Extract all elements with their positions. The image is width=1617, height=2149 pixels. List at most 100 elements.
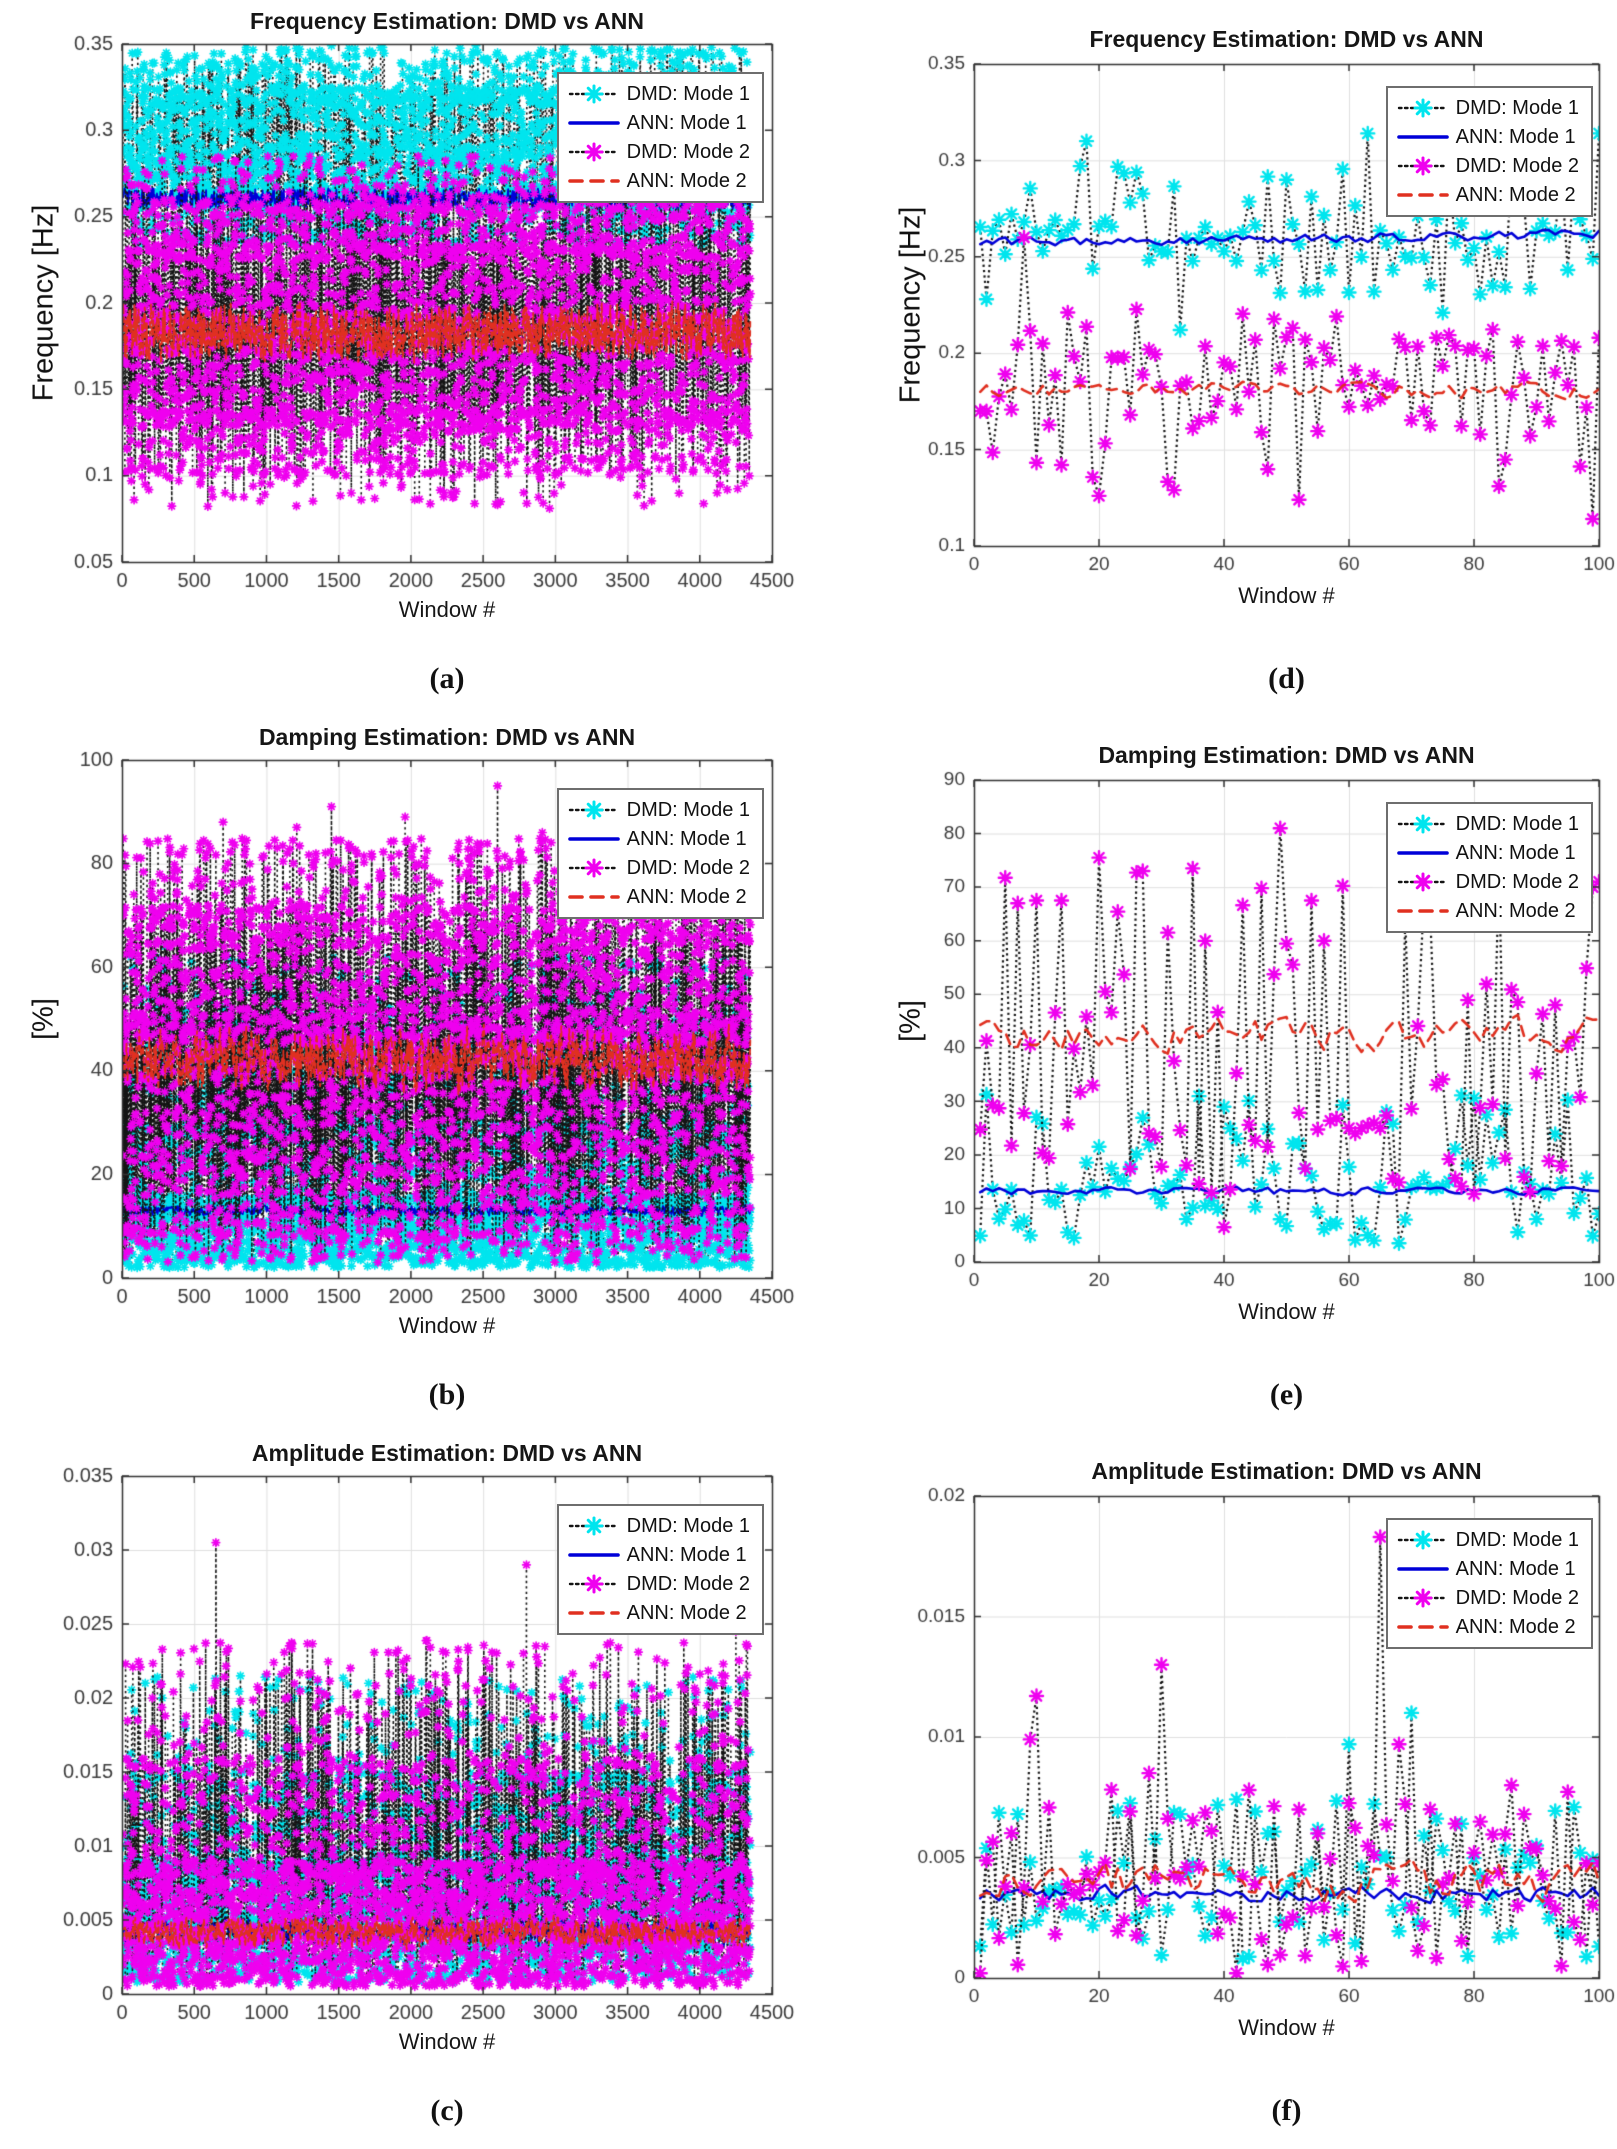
legend-label: ANN: Mode 1 bbox=[626, 112, 747, 134]
panel-caption: (b) bbox=[428, 1378, 466, 1411]
legend-label: DMD: Mode 2 bbox=[626, 1573, 750, 1595]
panel-a: Frequency Estimation: DMD vs ANN Frequen… bbox=[0, 0, 808, 716]
panel-caption: (c) bbox=[430, 2094, 464, 2127]
x-axis-label: Window # bbox=[1238, 583, 1335, 608]
dotted-magenta-asterisk-icon bbox=[1397, 156, 1448, 176]
dotted-magenta-asterisk-icon bbox=[1397, 872, 1448, 892]
legend-item: ANN: Mode 2 bbox=[567, 170, 750, 192]
red-dashed-line-icon bbox=[1396, 1625, 1449, 1629]
red-dashed-line-icon bbox=[567, 895, 620, 899]
chart-title: Amplitude Estimation: DMD vs ANN bbox=[1091, 1458, 1482, 1484]
legend-item: DMD: Mode 1 bbox=[568, 83, 750, 105]
legend-item: DMD: Mode 1 bbox=[568, 799, 750, 821]
legend-label: ANN: Mode 2 bbox=[1455, 184, 1576, 206]
dotted-magenta-asterisk-icon bbox=[568, 858, 619, 878]
panel-caption: (d) bbox=[1268, 662, 1305, 695]
legend-item: ANN: Mode 1 bbox=[567, 1544, 750, 1566]
legend-item: ANN: Mode 1 bbox=[567, 828, 750, 850]
legend-label: DMD: Mode 1 bbox=[1455, 97, 1579, 119]
x-axis-label: Window # bbox=[1238, 1299, 1335, 1324]
legend-item: DMD: Mode 2 bbox=[568, 141, 750, 163]
legend-item: ANN: Mode 2 bbox=[1396, 900, 1579, 922]
legend-label: ANN: Mode 1 bbox=[626, 828, 747, 850]
legend-label: DMD: Mode 2 bbox=[1455, 155, 1579, 177]
legend-label: DMD: Mode 1 bbox=[626, 1515, 750, 1537]
blue-solid-line-icon bbox=[1396, 135, 1449, 139]
legend-label: ANN: Mode 2 bbox=[626, 886, 747, 908]
y-axis-label: Frequency [Hz] bbox=[27, 204, 60, 402]
dotted-cyan-asterisk-icon bbox=[568, 84, 619, 104]
chart-title: Frequency Estimation: DMD vs ANN bbox=[249, 8, 645, 34]
dotted-cyan-asterisk-icon bbox=[1397, 98, 1448, 118]
legend-item: DMD: Mode 1 bbox=[1397, 1529, 1579, 1551]
legend-item: DMD: Mode 1 bbox=[1397, 813, 1579, 835]
blue-solid-line-icon bbox=[1396, 851, 1449, 855]
legend: DMD: Mode 1 ANN: Mode 1 DMD: Mode 2 ANN: Mo… bbox=[1385, 86, 1593, 217]
legend-label: DMD: Mode 2 bbox=[1455, 871, 1579, 893]
x-axis-label: Window # bbox=[398, 1313, 496, 1338]
legend-item: ANN: Mode 1 bbox=[1396, 842, 1579, 864]
legend-label: ANN: Mode 1 bbox=[1455, 126, 1576, 148]
legend-item: ANN: Mode 2 bbox=[567, 1602, 750, 1624]
chart-title: Amplitude Estimation: DMD vs ANN bbox=[251, 1440, 643, 1466]
legend-label: ANN: Mode 2 bbox=[1455, 900, 1576, 922]
red-dashed-line-icon bbox=[567, 1611, 620, 1615]
legend-item: ANN: Mode 2 bbox=[1396, 1616, 1579, 1638]
blue-solid-line-icon bbox=[567, 1553, 620, 1557]
y-axis-label: Frequency [Hz] bbox=[894, 206, 927, 404]
legend-label: DMD: Mode 2 bbox=[626, 141, 750, 163]
dotted-magenta-asterisk-icon bbox=[568, 1574, 619, 1594]
legend-label: DMD: Mode 1 bbox=[626, 83, 750, 105]
legend: DMD: Mode 1 ANN: Mode 1 DMD: Mode 2 ANN: Mo… bbox=[556, 1504, 764, 1635]
blue-solid-line-icon bbox=[567, 121, 620, 125]
dotted-cyan-asterisk-icon bbox=[568, 1516, 619, 1536]
legend-label: DMD: Mode 1 bbox=[626, 799, 750, 821]
dotted-magenta-asterisk-icon bbox=[1397, 1588, 1448, 1608]
chart-title: Damping Estimation: DMD vs ANN bbox=[1098, 742, 1475, 768]
legend: DMD: Mode 1 ANN: Mode 1 DMD: Mode 2 ANN: Mo… bbox=[556, 72, 764, 203]
legend-item: DMD: Mode 2 bbox=[568, 1573, 750, 1595]
chart-title: Damping Estimation: DMD vs ANN bbox=[258, 724, 636, 750]
legend-label: DMD: Mode 2 bbox=[1455, 1587, 1579, 1609]
y-axis-label: [%] bbox=[894, 1000, 927, 1042]
panel-c: Amplitude Estimation: DMD vs ANN Window … bbox=[0, 1432, 808, 2148]
panel-e: Damping Estimation: DMD vs ANN [%] Windo… bbox=[809, 716, 1617, 1432]
legend-label: DMD: Mode 1 bbox=[1455, 1529, 1579, 1551]
red-dashed-line-icon bbox=[1396, 193, 1449, 197]
legend-label: ANN: Mode 2 bbox=[626, 1602, 747, 1624]
legend-item: ANN: Mode 1 bbox=[567, 112, 750, 134]
dotted-cyan-asterisk-icon bbox=[1397, 814, 1448, 834]
chart-title: Frequency Estimation: DMD vs ANN bbox=[1089, 26, 1484, 52]
legend: DMD: Mode 1 ANN: Mode 1 DMD: Mode 2 ANN: Mo… bbox=[556, 788, 764, 919]
legend-label: ANN: Mode 1 bbox=[626, 1544, 747, 1566]
legend-item: DMD: Mode 1 bbox=[568, 1515, 750, 1537]
panel-caption: (f) bbox=[1271, 2094, 1302, 2127]
legend: DMD: Mode 1 ANN: Mode 1 DMD: Mode 2 ANN: Mo… bbox=[1385, 1518, 1593, 1649]
legend-label: ANN: Mode 2 bbox=[1455, 1616, 1576, 1638]
legend-item: ANN: Mode 1 bbox=[1396, 1558, 1579, 1580]
legend-label: DMD: Mode 2 bbox=[626, 857, 750, 879]
red-dashed-line-icon bbox=[1396, 909, 1449, 913]
blue-solid-line-icon bbox=[1396, 1567, 1449, 1571]
legend-label: ANN: Mode 2 bbox=[626, 170, 747, 192]
dotted-cyan-asterisk-icon bbox=[568, 800, 619, 820]
legend-item: ANN: Mode 2 bbox=[1396, 184, 1579, 206]
blue-solid-line-icon bbox=[567, 837, 620, 841]
x-axis-label: Window # bbox=[398, 597, 496, 622]
legend-item: DMD: Mode 2 bbox=[1397, 155, 1579, 177]
legend-item: ANN: Mode 1 bbox=[1396, 126, 1579, 148]
y-axis-label: [%] bbox=[27, 998, 60, 1040]
dotted-cyan-asterisk-icon bbox=[1397, 1530, 1448, 1550]
legend-item: DMD: Mode 1 bbox=[1397, 97, 1579, 119]
x-axis-label: Window # bbox=[1238, 2015, 1335, 2040]
panel-caption: (e) bbox=[1269, 1378, 1304, 1411]
x-axis-label: Window # bbox=[398, 2029, 496, 2054]
legend-item: DMD: Mode 2 bbox=[1397, 1587, 1579, 1609]
legend-label: ANN: Mode 1 bbox=[1455, 842, 1576, 864]
red-dashed-line-icon bbox=[567, 179, 620, 183]
legend-item: ANN: Mode 2 bbox=[567, 886, 750, 908]
dotted-magenta-asterisk-icon bbox=[568, 142, 619, 162]
legend-item: DMD: Mode 2 bbox=[1397, 871, 1579, 893]
panel-b: Damping Estimation: DMD vs ANN [%] Windo… bbox=[0, 716, 808, 1432]
